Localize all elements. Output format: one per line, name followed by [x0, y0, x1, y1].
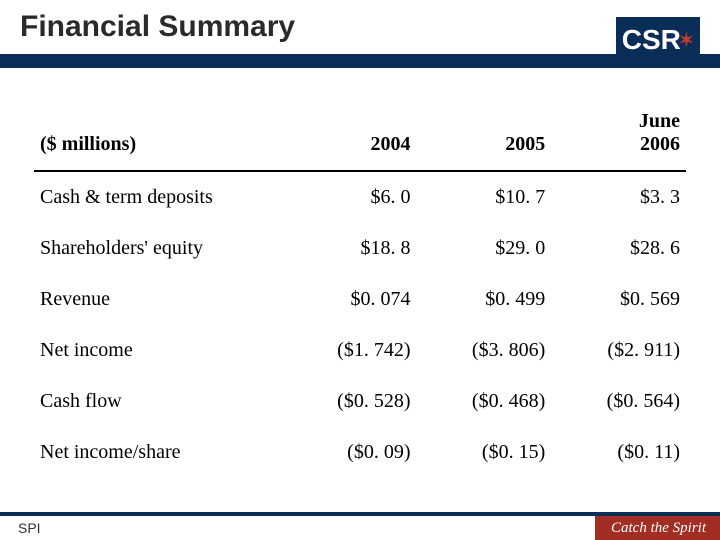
financial-table: ($ millions) 2004 2005 June2006 Cash & t…: [34, 96, 686, 478]
table-row: Cash & term deposits $6. 0 $10. 7 $3. 3: [34, 171, 686, 223]
cell: ($0. 468): [417, 376, 552, 427]
cell: ($2. 911): [551, 325, 686, 376]
footer: SPI Catch the Spirit: [0, 512, 720, 540]
maple-leaf-icon: ✶: [679, 19, 694, 61]
logo-main: CSR: [622, 24, 681, 55]
table-header-row: ($ millions) 2004 2005 June2006: [34, 96, 686, 171]
footer-tagline: Catch the Spirit: [595, 516, 720, 540]
col-header-label: ($ millions): [34, 96, 282, 171]
financial-table-wrap: ($ millions) 2004 2005 June2006 Cash & t…: [0, 68, 720, 488]
cell: $28. 6: [551, 223, 686, 274]
table-row: Shareholders' equity $18. 8 $29. 0 $28. …: [34, 223, 686, 274]
cell: ($0. 528): [282, 376, 417, 427]
footer-left-label: SPI: [0, 516, 59, 540]
col-header-2004: 2004: [282, 96, 417, 171]
col-header-2005: 2005: [417, 96, 552, 171]
page-title: Financial Summary: [20, 10, 295, 44]
row-label: Cash & term deposits: [34, 171, 282, 223]
table-row: Net income ($1. 742) ($3. 806) ($2. 911): [34, 325, 686, 376]
row-label: Net income: [34, 325, 282, 376]
header: Financial Summary CSR✶: [0, 0, 720, 68]
logo-text: CSR✶: [616, 17, 700, 61]
cell: ($0. 11): [551, 427, 686, 478]
row-label: Shareholders' equity: [34, 223, 282, 274]
row-label: Cash flow: [34, 376, 282, 427]
cell: ($3. 806): [417, 325, 552, 376]
table-body: Cash & term deposits $6. 0 $10. 7 $3. 3 …: [34, 171, 686, 478]
cell: $3. 3: [551, 171, 686, 223]
cell: ($1. 742): [282, 325, 417, 376]
col-header-june-2006-text: June2006: [557, 110, 680, 156]
col-header-june-2006: June2006: [551, 96, 686, 171]
cell: $29. 0: [417, 223, 552, 274]
row-label: Net income/share: [34, 427, 282, 478]
cell: ($0. 09): [282, 427, 417, 478]
cell: $10. 7: [417, 171, 552, 223]
cell: $6. 0: [282, 171, 417, 223]
cell: $18. 8: [282, 223, 417, 274]
logo: CSR✶: [616, 5, 700, 49]
cell: $0. 569: [551, 274, 686, 325]
table-row: Net income/share ($0. 09) ($0. 15) ($0. …: [34, 427, 686, 478]
table-row: Cash flow ($0. 528) ($0. 468) ($0. 564): [34, 376, 686, 427]
table-row: Revenue $0. 074 $0. 499 $0. 569: [34, 274, 686, 325]
cell: $0. 074: [282, 274, 417, 325]
row-label: Revenue: [34, 274, 282, 325]
cell: $0. 499: [417, 274, 552, 325]
cell: ($0. 15): [417, 427, 552, 478]
cell: ($0. 564): [551, 376, 686, 427]
